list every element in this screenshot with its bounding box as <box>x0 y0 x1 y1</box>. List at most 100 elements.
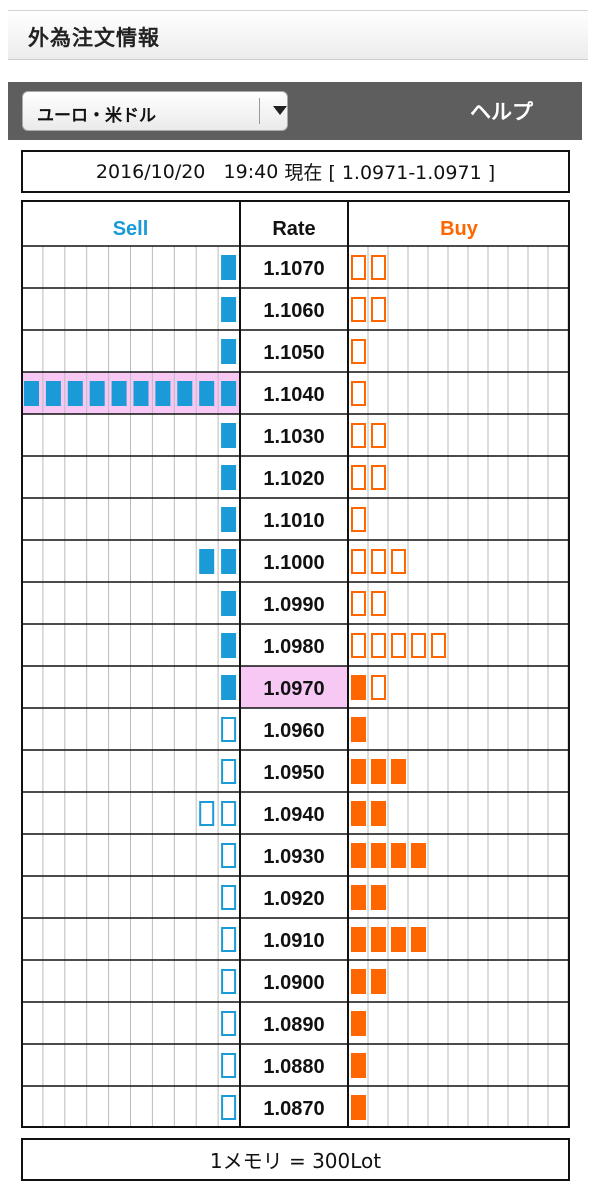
rate-label: 1.0890 <box>263 1014 324 1036</box>
currency-pair-label: ユーロ・米ドル <box>37 106 156 126</box>
rate-label: 1.0930 <box>263 846 324 868</box>
sell-volume-bar <box>133 381 149 406</box>
sell-volume-bar <box>221 759 237 784</box>
rate-label: 1.0920 <box>263 888 324 910</box>
buy-volume-bar <box>351 717 366 742</box>
buy-volume-bar <box>371 465 386 490</box>
buy-volume-bar <box>371 591 386 616</box>
rate-label: 1.0880 <box>263 1056 324 1078</box>
sell-volume-bar <box>199 801 215 826</box>
rate-label: 1.1010 <box>263 510 324 532</box>
buy-volume-bar <box>391 927 406 952</box>
sell-volume-bar <box>24 381 39 406</box>
rate-label: 1.1030 <box>263 426 324 448</box>
buy-volume-bar <box>351 885 366 910</box>
sell-volume-bar <box>221 465 237 490</box>
help-link[interactable]: ヘルプ <box>470 100 533 124</box>
sell-volume-bar <box>177 381 193 406</box>
rate-label: 1.1050 <box>263 342 324 364</box>
sell-volume-bar <box>221 843 237 868</box>
board-border <box>21 200 570 1128</box>
buy-volume-bar <box>351 1011 366 1036</box>
buy-volume-bar <box>371 885 386 910</box>
buy-volume-bar <box>351 633 366 658</box>
sell-volume-bar <box>221 1095 237 1120</box>
buy-volume-bar <box>391 549 406 574</box>
rate-label: 1.1040 <box>263 384 324 406</box>
rate-label: 1.0970 <box>263 678 324 700</box>
buy-volume-bar <box>371 633 386 658</box>
title-bar: 外為注文情報 <box>8 10 588 60</box>
currency-pair-select[interactable]: ユーロ・米ドル <box>22 91 288 131</box>
buy-volume-bar <box>371 297 386 322</box>
status-date: 2016/10/20 <box>95 160 206 183</box>
order-board-chart: Sell Rate Buy 1.1070 1.1060 1.1050 1.1040 1.103… <box>21 200 570 1128</box>
buy-volume-bar <box>351 759 366 784</box>
buy-volume-bar <box>351 591 366 616</box>
select-divider <box>259 98 260 124</box>
buy-volume-bar <box>351 843 366 868</box>
buy-volume-bar <box>371 969 386 994</box>
rate-status-bar: 2016/10/20 19:40 現在 [ 1.0971-1.0971 ] <box>21 150 570 193</box>
buy-volume-bar <box>351 549 366 574</box>
status-time: 19:40 <box>223 160 279 183</box>
sell-column-header: Sell <box>113 218 149 240</box>
sell-volume-bar <box>199 381 215 406</box>
rate-label: 1.1070 <box>263 258 324 280</box>
sell-volume-bar <box>221 675 237 700</box>
sell-volume-bar <box>89 381 105 406</box>
sell-volume-bar <box>221 255 237 280</box>
buy-volume-bar <box>351 1053 366 1078</box>
sell-volume-bar <box>221 969 237 994</box>
buy-volume-bar <box>351 423 366 448</box>
buy-volume-bar <box>391 633 406 658</box>
sell-volume-bar <box>111 381 127 406</box>
buy-volume-bar <box>351 255 366 280</box>
buy-volume-bar <box>351 801 366 826</box>
sell-volume-bar <box>221 549 237 574</box>
sell-volume-bar <box>221 381 237 406</box>
order-board: Sell Rate Buy 1.1070 1.1060 1.1050 1.1040 1.103… <box>21 200 570 1130</box>
buy-volume-bar <box>351 339 366 364</box>
rate-label: 1.1060 <box>263 300 324 322</box>
buy-volume-bar <box>411 927 426 952</box>
buy-volume-bar <box>351 927 366 952</box>
sell-volume-bar <box>221 885 237 910</box>
rate-label: 1.0980 <box>263 636 324 658</box>
rate-label: 1.0870 <box>263 1098 324 1120</box>
sell-volume-bar <box>221 927 237 952</box>
rate-label: 1.0950 <box>263 762 324 784</box>
rate-label: 1.0900 <box>263 972 324 994</box>
buy-volume-bar <box>351 297 366 322</box>
sell-volume-bar <box>221 633 237 658</box>
buy-volume-bar <box>371 549 386 574</box>
rate-label: 1.1020 <box>263 468 324 490</box>
buy-volume-bar <box>391 759 406 784</box>
buy-volume-bar <box>351 507 366 532</box>
buy-volume-bar <box>431 633 446 658</box>
buy-volume-bar <box>371 423 386 448</box>
toolbar: ユーロ・米ドル ヘルプ <box>8 82 582 140</box>
buy-volume-bar <box>351 675 366 700</box>
buy-volume-bar <box>371 255 386 280</box>
scale-note: 1メモリ = 300Lot <box>21 1138 570 1181</box>
scale-note-text: 1メモリ = 300Lot <box>209 1149 382 1173</box>
buy-volume-bar <box>371 759 386 784</box>
buy-volume-bar <box>371 843 386 868</box>
buy-volume-bar <box>371 801 386 826</box>
chevron-down-icon <box>273 106 287 115</box>
sell-volume-bar <box>155 381 171 406</box>
sell-volume-bar <box>221 423 237 448</box>
buy-volume-bar <box>351 969 366 994</box>
buy-volume-bar <box>411 843 426 868</box>
rate-label: 1.0990 <box>263 594 324 616</box>
rate-label: 1.0940 <box>263 804 324 826</box>
rate-column-header: Rate <box>272 218 315 240</box>
buy-column-header: Buy <box>440 218 479 240</box>
buy-volume-bar <box>351 381 366 406</box>
sell-volume-bar <box>199 549 215 574</box>
buy-volume-bar <box>411 633 426 658</box>
buy-volume-bar <box>351 465 366 490</box>
sell-volume-bar <box>221 801 237 826</box>
page-title: 外為注文情報 <box>28 26 160 50</box>
